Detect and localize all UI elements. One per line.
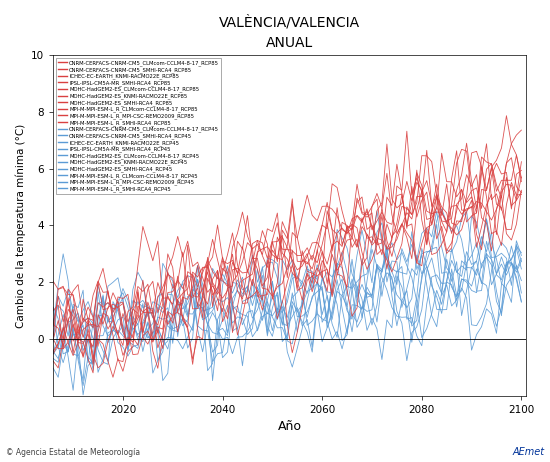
Y-axis label: Cambio de la temperatura mínima (°C): Cambio de la temperatura mínima (°C) xyxy=(15,123,25,328)
Legend: CNRM-CERFACS-CNRM-CM5_CLMcom-CCLM4-8-17_RCP85, CNRM-CERFACS-CNRM-CM5_SMHI-RCA4_R: CNRM-CERFACS-CNRM-CM5_CLMcom-CCLM4-8-17_… xyxy=(56,58,221,194)
Text: AEmet: AEmet xyxy=(513,447,544,457)
Title: VALÈNCIA/VALENCIA
ANUAL: VALÈNCIA/VALENCIA ANUAL xyxy=(219,15,360,50)
Text: © Agencia Estatal de Meteorología: © Agencia Estatal de Meteorología xyxy=(6,449,140,457)
X-axis label: Año: Año xyxy=(278,420,302,433)
